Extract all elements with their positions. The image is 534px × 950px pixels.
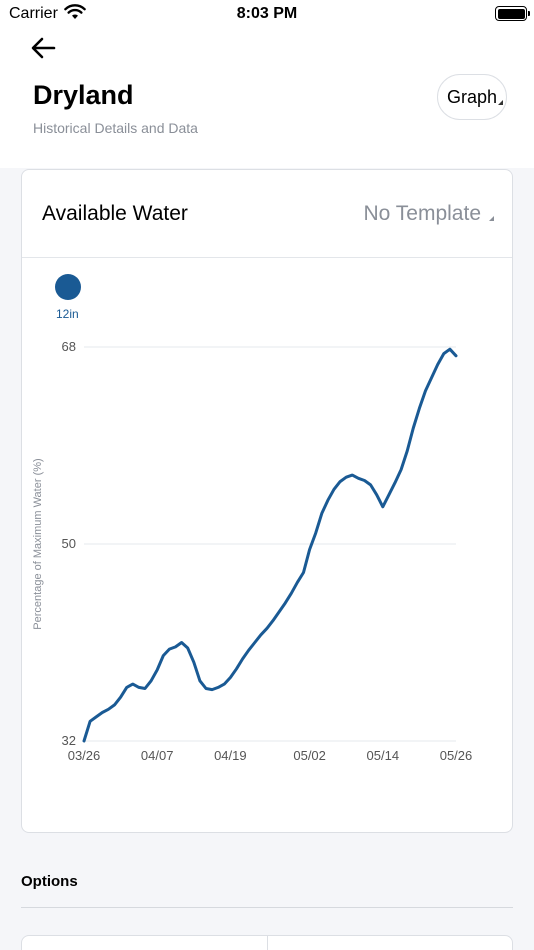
- divider: [21, 907, 513, 908]
- y-axis-label: Percentage of Maximum Water (%): [32, 458, 44, 629]
- x-tick-label: 05/02: [293, 748, 326, 763]
- header-panel: Carrier 8:03 PM Dryland Historical Detai…: [0, 0, 534, 168]
- options-segmented-control[interactable]: [21, 935, 513, 950]
- carrier-label: Carrier: [9, 5, 58, 22]
- x-tick-label: 04/19: [214, 748, 247, 763]
- x-tick-label: 05/26: [440, 748, 473, 763]
- options-heading: Options: [21, 873, 78, 890]
- line-chart: 32 50 68 03/26 04/07 04/19 05/02 05/14 05/26 Perc…: [32, 339, 473, 763]
- status-bar: Carrier 8:03 PM: [0, 0, 534, 30]
- view-mode-label: Graph: [446, 86, 498, 107]
- dropdown-corner-icon: [489, 215, 494, 221]
- page-subtitle: Historical Details and Data: [33, 120, 198, 136]
- page-title: Dryland: [33, 80, 134, 110]
- card-header: Available Water No Template: [22, 170, 512, 258]
- legend-dot[interactable]: [55, 274, 81, 300]
- back-arrow-icon[interactable]: [28, 34, 58, 62]
- dropdown-corner-icon: [498, 100, 503, 105]
- template-select[interactable]: No Template: [363, 202, 494, 226]
- x-tick-label: 05/14: [367, 748, 400, 763]
- legend-label: 12in: [56, 307, 79, 321]
- segment-divider: [267, 936, 268, 950]
- y-tick-label: 50: [62, 536, 76, 551]
- wifi-icon: [64, 4, 86, 19]
- y-tick-label: 32: [62, 733, 76, 748]
- series-line: [82, 347, 458, 743]
- template-select-value: No Template: [363, 202, 481, 225]
- view-mode-button[interactable]: Graph: [437, 74, 507, 120]
- chart-card: Available Water No Template 12in 32 50 68 0…: [21, 169, 513, 833]
- y-tick-label: 68: [62, 339, 76, 354]
- clock: 8:03 PM: [236, 5, 298, 22]
- x-tick-label: 04/07: [141, 748, 174, 763]
- x-tick-label: 03/26: [68, 748, 101, 763]
- battery-icon: [495, 6, 530, 21]
- card-title: Available Water: [42, 202, 188, 225]
